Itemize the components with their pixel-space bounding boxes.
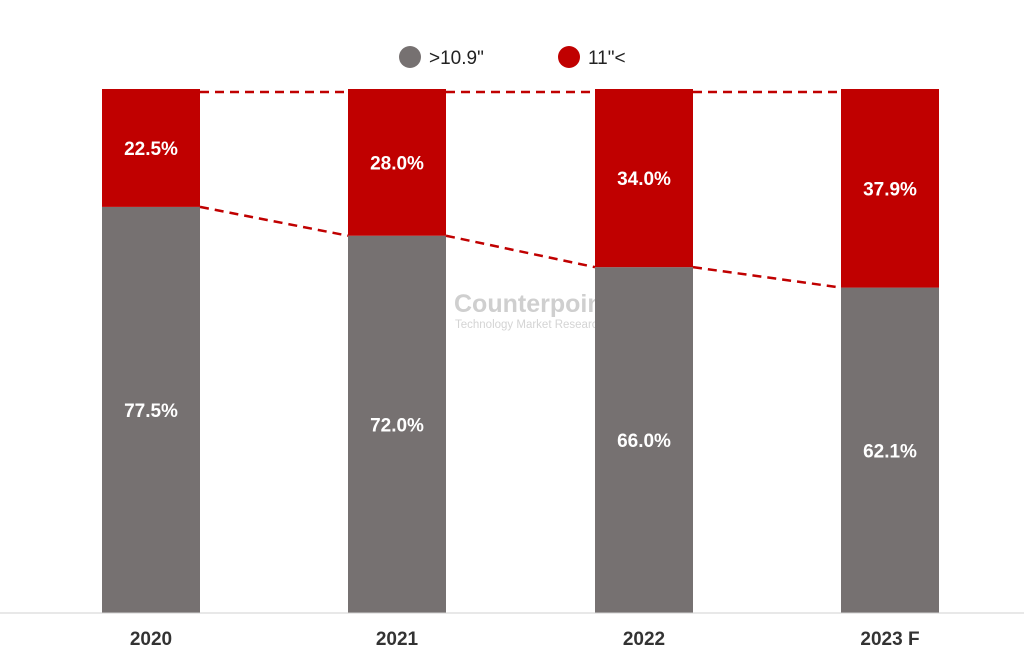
legend-label: >10.9" — [429, 48, 484, 69]
x-tick-label: 2020 — [130, 629, 172, 650]
connector-line-boundary — [199, 205, 349, 237]
data-label: 77.5% — [124, 401, 178, 422]
legend-marker — [399, 46, 421, 68]
connector-line-boundary — [445, 234, 596, 269]
bar-segment-large-2021 — [348, 89, 446, 236]
data-label: 22.5% — [124, 139, 178, 160]
value-labels: 77.5% 22.5% 72.0% 28.0% 66.0% 34.0% 62.1% 37.9% — [124, 139, 917, 462]
x-tick-label: 2023 F — [860, 629, 919, 650]
bar-segment-small-2022 — [595, 267, 693, 613]
bar-segment-small-2020 — [102, 206, 200, 613]
watermark-title: Counterpoint — [454, 290, 612, 318]
data-label: 34.0% — [617, 169, 671, 190]
bar-segment-small-2021 — [348, 235, 446, 613]
legend-label: 11"< — [588, 48, 626, 69]
bar-segment-small-2023-f — [841, 287, 939, 613]
bar-segment-large-2022 — [595, 89, 693, 268]
watermark-subtitle: Technology Market Research — [455, 319, 604, 331]
category-labels: 2020 2021 2022 2023 F — [130, 629, 920, 650]
bar-segment-large-2020 — [102, 89, 200, 207]
connector-line-boundary — [692, 265, 842, 289]
data-label: 66.0% — [617, 431, 671, 452]
x-tick-label: 2021 — [376, 629, 419, 650]
legend: >10.9" 11"< — [399, 46, 626, 69]
data-label: 37.9% — [863, 179, 917, 200]
data-label: 72.0% — [370, 415, 424, 436]
watermark: Counterpoint Technology Market Research — [404, 290, 612, 331]
x-tick-label: 2022 — [623, 629, 665, 650]
bar-segment-large-2023-f — [841, 89, 939, 288]
connector-lines — [199, 90, 842, 289]
data-label: 28.0% — [370, 153, 424, 174]
legend-marker — [558, 46, 580, 68]
data-label: 62.1% — [863, 441, 917, 462]
bars — [102, 89, 939, 613]
